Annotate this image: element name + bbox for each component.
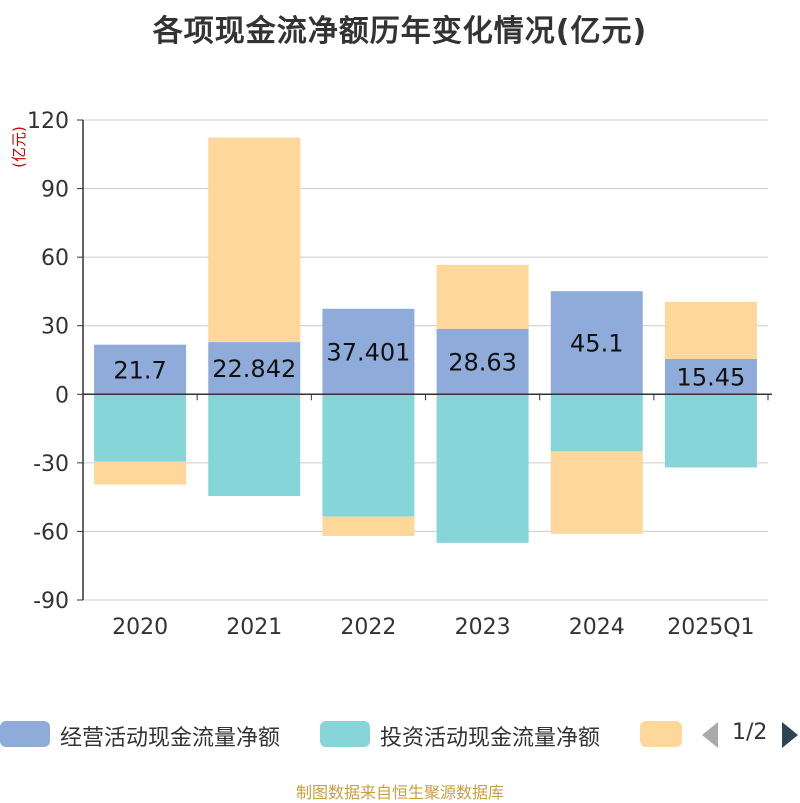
bar-financing — [322, 516, 415, 536]
legend: 经营活动现金流量净额 投资活动现金流量净额 — [0, 716, 800, 752]
legend-item-operating[interactable]: 经营活动现金流量净额 — [0, 716, 300, 752]
legend-page-indicator: 1/2 — [732, 720, 768, 745]
legend-pager: 1/2 — [700, 716, 800, 752]
bar-financing — [208, 137, 301, 343]
data-label-operating: 22.842 — [212, 355, 296, 383]
bar-investing — [550, 394, 643, 452]
bar-investing — [436, 394, 529, 543]
bar-operating — [94, 344, 187, 395]
legend-label-investing: 投资活动现金流量净额 — [380, 726, 601, 751]
x-tick-label: 2022 — [340, 615, 396, 640]
y-tick-label: -60 — [33, 520, 69, 545]
bar-investing — [322, 394, 415, 517]
legend-swatch-investing — [320, 721, 370, 747]
y-tick-label: 90 — [41, 178, 69, 203]
data-source: 制图数据来自恒生聚源数据库 — [295, 783, 504, 802]
legend-label-operating: 经营活动现金流量净额 — [60, 726, 281, 751]
y-tick-label: 30 — [41, 315, 69, 340]
bar-financing — [550, 451, 643, 534]
x-tick-label: 2023 — [455, 615, 511, 640]
bar-operating — [436, 328, 529, 395]
y-tick-label: 120 — [27, 109, 69, 134]
data-label-operating: 28.63 — [448, 349, 517, 377]
bar-operating — [322, 308, 415, 395]
data-label-operating: 37.401 — [326, 339, 410, 367]
x-tick-label: 2025Q1 — [667, 615, 754, 640]
x-tick-label: 2021 — [226, 615, 282, 640]
legend-item-financing[interactable] — [640, 716, 684, 752]
legend-swatch-operating — [0, 721, 50, 747]
bar-financing — [436, 264, 529, 329]
y-tick-label: -30 — [33, 452, 69, 477]
legend-swatch-financing — [640, 721, 682, 747]
data-label-operating: 45.1 — [570, 330, 623, 358]
y-tick-label: -90 — [33, 589, 69, 614]
bar-operating — [664, 358, 757, 395]
y-tick-label: 60 — [41, 246, 69, 271]
bar-operating — [550, 291, 643, 395]
y-tick-label: 0 — [55, 383, 69, 408]
bar-financing — [664, 301, 757, 359]
x-tick-label: 2024 — [569, 615, 625, 640]
x-tick-label: 2020 — [112, 615, 168, 640]
data-label-operating: 15.45 — [677, 364, 746, 392]
legend-next-icon[interactable] — [782, 722, 798, 748]
legend-item-investing[interactable]: 投资活动现金流量净额 — [320, 716, 630, 752]
bar-operating — [208, 342, 301, 395]
bar-investing — [94, 394, 187, 462]
legend-prev-icon[interactable] — [702, 722, 718, 748]
chart-title: 各项现金流净额历年变化情况(亿元) — [152, 14, 648, 49]
bar-financing — [94, 461, 187, 485]
bar-investing — [664, 394, 757, 468]
data-label-operating: 21.7 — [113, 356, 166, 384]
bar-investing — [208, 394, 301, 496]
y-axis-unit-label: (亿元) — [10, 126, 28, 168]
